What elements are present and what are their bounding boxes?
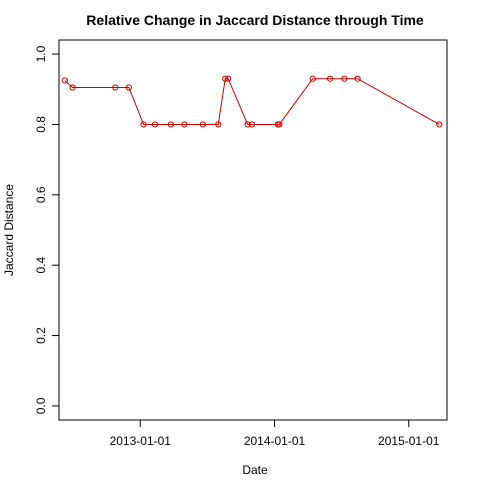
data-point — [341, 75, 348, 82]
x-tick-label: 2013-01-01 — [110, 434, 172, 448]
data-point — [151, 121, 159, 128]
data-point — [225, 75, 232, 82]
data-point — [61, 77, 68, 84]
data-point — [215, 121, 222, 128]
plot-frame — [58, 39, 448, 421]
data-point — [354, 75, 361, 82]
data-point — [167, 121, 174, 128]
data-point — [326, 75, 334, 82]
y-tick-label: 0.2 — [34, 327, 48, 344]
y-tick-label: 0.6 — [34, 186, 48, 203]
y-axis: 0.0 0.2 0.4 0.6 0.8 1.0 — [34, 45, 60, 414]
data-point — [244, 121, 251, 128]
y-tick-label: 0.0 — [34, 397, 48, 414]
series-layer — [61, 75, 443, 128]
y-tick-label: 0.4 — [34, 257, 48, 274]
data-point — [309, 75, 316, 82]
x-axis: 2013-01-01 2014-01-01 2015-01-01 — [110, 419, 440, 448]
data-point — [276, 121, 283, 128]
y-tick-label: 0.8 — [34, 116, 48, 133]
data-point — [140, 121, 147, 128]
x-tick-label: 2014-01-01 — [244, 434, 306, 448]
data-point — [112, 84, 119, 91]
data-point — [436, 121, 443, 128]
x-tick-label: 2015-01-01 — [378, 434, 440, 448]
y-axis-label: Jaccard Distance — [2, 184, 16, 276]
chart-title: Relative Change in Jaccard Distance thro… — [86, 12, 424, 28]
x-axis-label: Date — [242, 463, 268, 477]
data-point — [69, 84, 76, 91]
data-point — [248, 121, 256, 128]
data-point — [222, 75, 229, 82]
series-line — [64, 78, 440, 125]
y-tick-label: 1.0 — [34, 45, 48, 62]
data-point — [199, 121, 206, 128]
data-point — [125, 84, 132, 91]
data-point — [181, 121, 188, 128]
